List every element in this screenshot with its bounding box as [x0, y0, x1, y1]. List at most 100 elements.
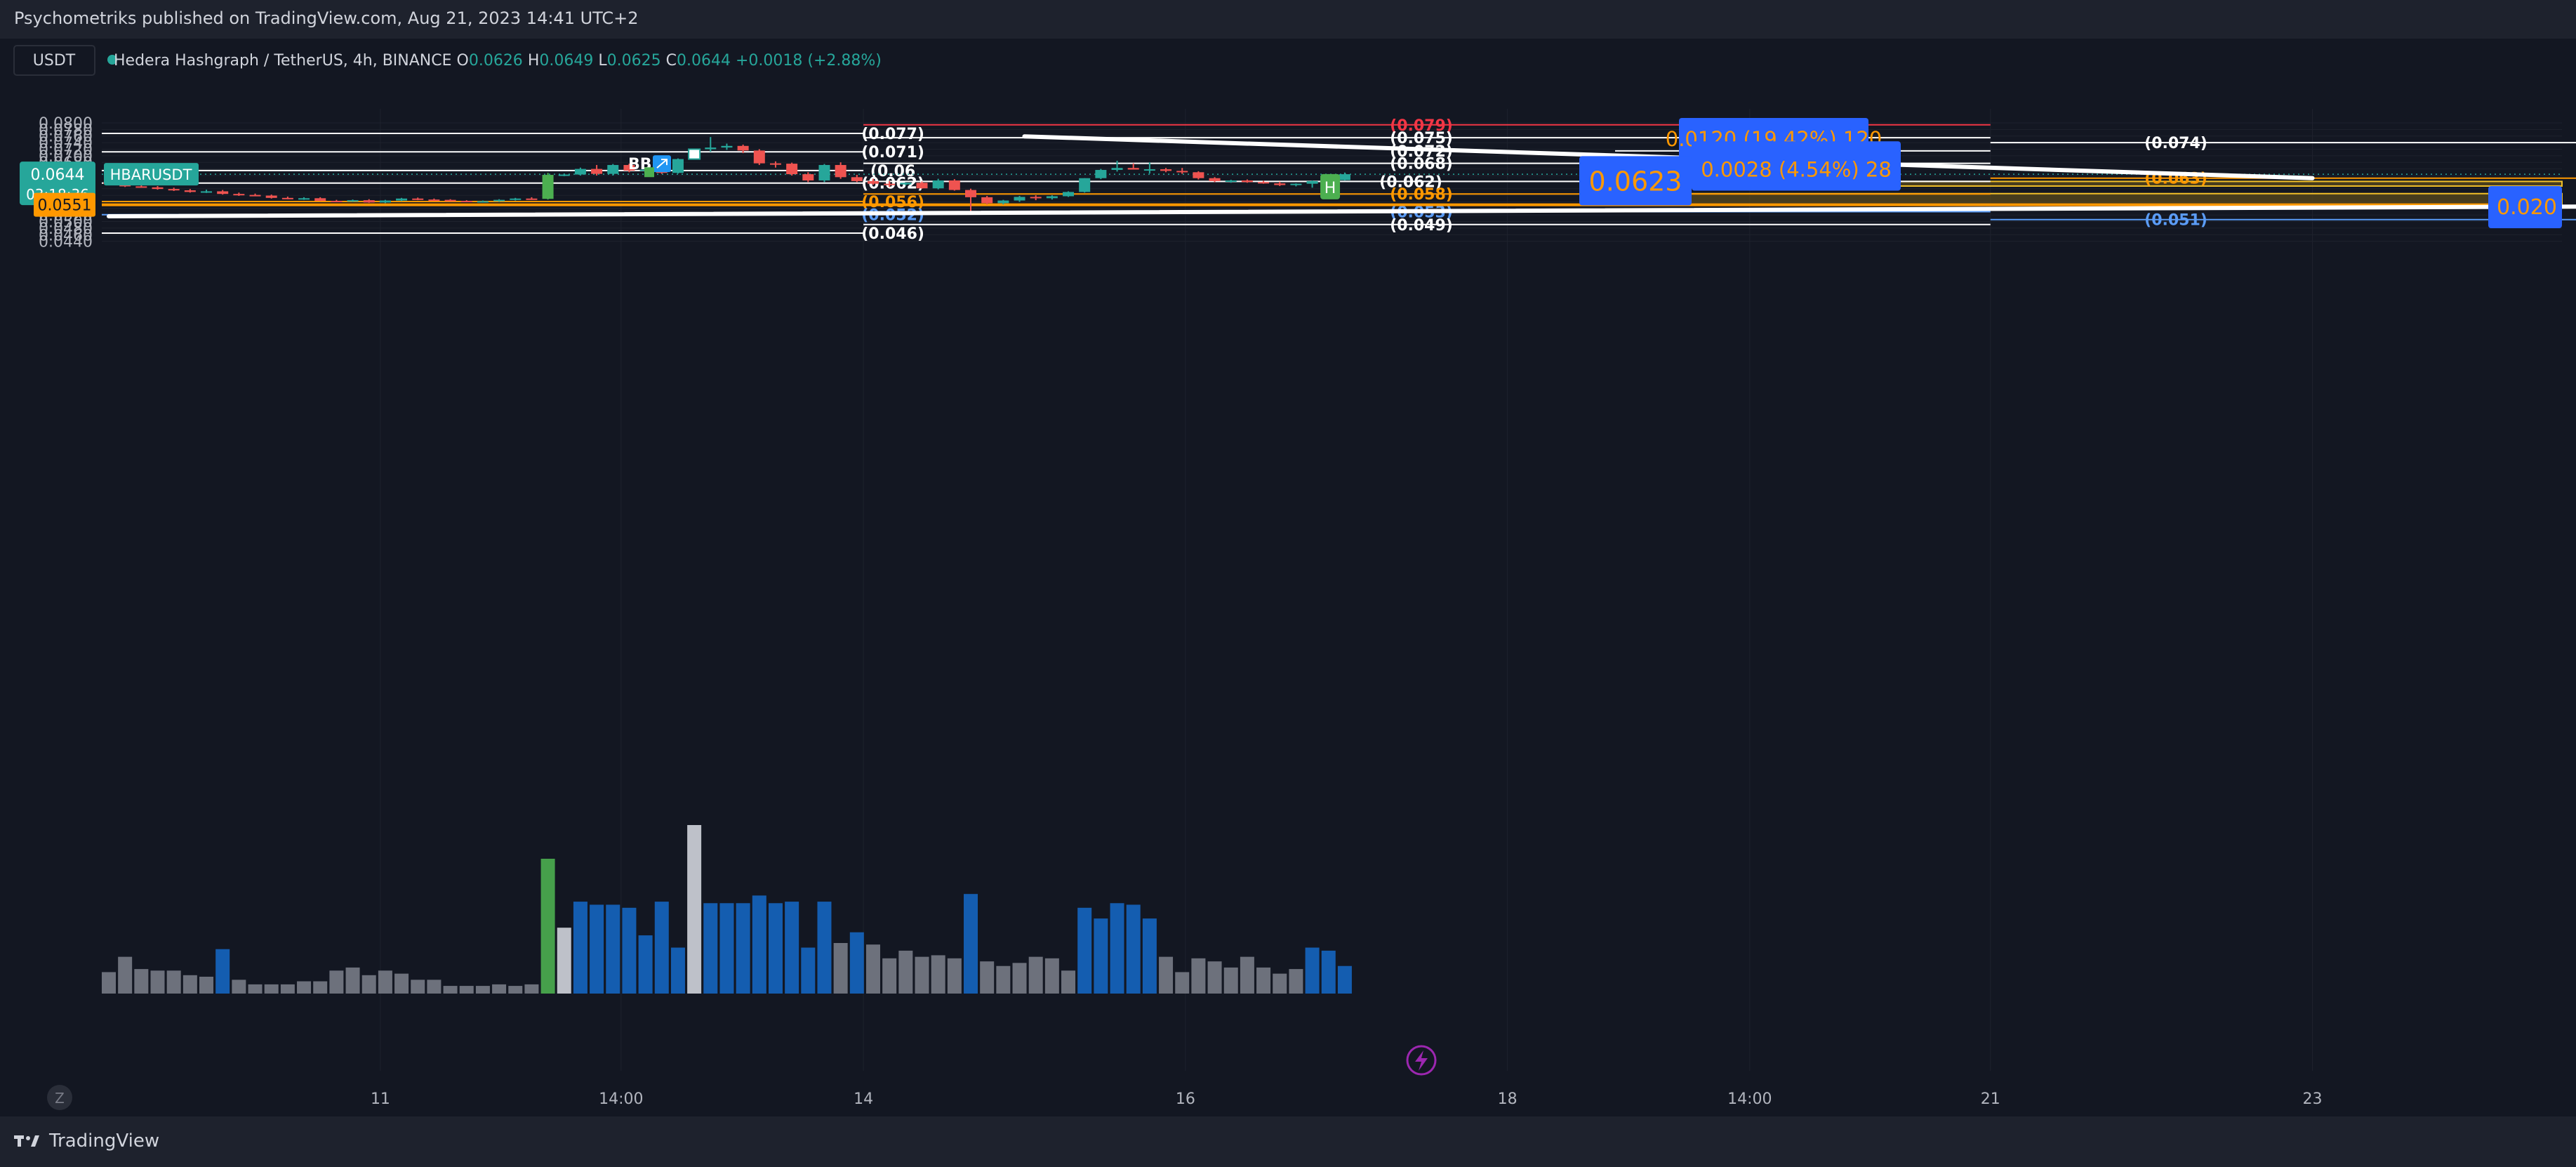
- candle-body: [379, 200, 391, 203]
- volume-bar: [557, 928, 571, 994]
- volume-bar: [345, 967, 360, 994]
- volume-bar: [118, 956, 133, 994]
- footer-bar: TradingView: [0, 1116, 2576, 1167]
- price-chart[interactable]: USDT Hedera Hashgraph / TetherUS, 4h, BIN…: [0, 39, 2576, 1116]
- candles: [103, 137, 1350, 213]
- y-tick-label: 0.0760: [39, 128, 93, 146]
- symbol-tag-bg: [104, 163, 199, 186]
- candle-body: [1079, 178, 1091, 192]
- candle-body: [542, 175, 554, 199]
- volume-bar: [1094, 918, 1108, 994]
- candle-body: [477, 201, 489, 203]
- h-marker[interactable]: H: [1320, 173, 1341, 199]
- volume-bar: [785, 902, 799, 994]
- candle-body: [591, 169, 603, 174]
- candle-body: [1209, 178, 1221, 181]
- bb-marker[interactable]: BB: [628, 155, 671, 173]
- candle-body: [835, 164, 847, 178]
- x-tick-label: 16: [1176, 1090, 1195, 1108]
- volume-bar: [1077, 907, 1092, 994]
- level-label: (0.079): [1390, 117, 1453, 135]
- volume-bar: [1207, 961, 1222, 994]
- volume-bar: [573, 902, 587, 994]
- currency-button[interactable]: [13, 45, 95, 76]
- y-tick-label: 0.0500: [39, 214, 93, 232]
- volume-bar: [378, 970, 392, 994]
- x-tick-label: 14:00: [1727, 1090, 1772, 1108]
- volume-bar: [1110, 903, 1124, 994]
- volume-bar: [931, 955, 945, 994]
- ohlc-part-7: C: [666, 52, 677, 70]
- candle-body: [1339, 174, 1350, 180]
- volume-bar: [1337, 965, 1352, 994]
- candle-body: [347, 200, 359, 202]
- ohlc-part-0: Hedera Hashgraph / TetherUS, 4h, BINANCE: [114, 52, 457, 70]
- alert-icon[interactable]: [1406, 1045, 1437, 1076]
- volume-bar: [134, 969, 149, 994]
- candle-body: [737, 145, 749, 151]
- volume-bar: [817, 902, 832, 994]
- volume-bar: [1321, 950, 1336, 994]
- x-tick-label: 21: [1981, 1090, 2000, 1108]
- volume-bar: [1142, 918, 1157, 994]
- trendline-1[interactable]: [107, 204, 2576, 219]
- volume-bar: [361, 975, 376, 994]
- volume-bar: [947, 958, 962, 994]
- candle-body: [217, 191, 229, 194]
- volume-bar: [670, 947, 685, 994]
- candle-body: [1127, 168, 1139, 170]
- volume-bar: [524, 984, 539, 994]
- candle-body: [623, 164, 635, 171]
- arrow-up-right-icon: [656, 159, 668, 169]
- candle-body: [1176, 171, 1188, 173]
- h-marker-bg: [1320, 173, 1341, 199]
- candle-body: [997, 200, 1009, 204]
- volume-bar: [1012, 963, 1027, 994]
- volume-bar: [703, 903, 718, 994]
- volume-bar: [964, 894, 978, 994]
- measure-label-2[interactable]: 0.0028 (4.54%) 28: [1692, 148, 1901, 191]
- currency-button-label[interactable]: USDT: [33, 52, 76, 70]
- ohlc-part-5: L: [598, 52, 607, 70]
- tradingview-logo[interactable]: TradingView: [14, 1130, 159, 1152]
- support-price-tag[interactable]: 0.0551: [34, 192, 95, 217]
- volume-bar: [1289, 969, 1303, 994]
- support-tag-label: 0.0551: [38, 197, 92, 215]
- candle-body: [314, 198, 326, 202]
- volume-bar: [687, 825, 702, 994]
- candle-body: [688, 148, 701, 160]
- volume-bar: [475, 986, 490, 994]
- ohlc-part-2: 0.0626: [469, 52, 528, 70]
- current-price-tag[interactable]: 0.0623: [1579, 156, 1692, 206]
- candle-body: [396, 198, 408, 201]
- volume-bar: [443, 986, 458, 994]
- candle-body: [932, 180, 944, 189]
- level-label: (0.056): [861, 194, 924, 211]
- candle-body: [1143, 169, 1155, 171]
- volume-bar: [1305, 947, 1320, 994]
- chart-area[interactable]: USDT Hedera Hashgraph / TetherUS, 4h, BIN…: [0, 39, 2576, 1116]
- edge-price-tag[interactable]: 0.020: [2488, 186, 2562, 228]
- candle-body: [1241, 180, 1253, 183]
- demand-zone-0[interactable]: [1677, 192, 2563, 206]
- candle-body: [526, 198, 538, 200]
- candle-body: [233, 194, 245, 196]
- symbol-tag-label: HBARUSDT: [110, 166, 192, 183]
- lightning-icon: [1406, 1045, 1437, 1076]
- x-tick-label: 14:00: [599, 1090, 643, 1108]
- candle-body: [331, 201, 343, 203]
- candle-body: [184, 190, 196, 192]
- candle-body: [672, 159, 684, 173]
- candle-body: [249, 194, 261, 197]
- volume-bar: [752, 895, 766, 994]
- level-label: (0.068): [1390, 156, 1453, 173]
- volume-bar: [622, 907, 637, 994]
- candle-body: [574, 169, 586, 175]
- candle-body: [363, 200, 375, 203]
- publisher-line: Psychometriks published on TradingView.c…: [14, 8, 639, 28]
- level-label: (0.051): [2144, 212, 2207, 230]
- edge-tag-text: 0.020: [2497, 195, 2557, 220]
- level-label: (0.06: [870, 163, 915, 180]
- timezone-button[interactable]: Z: [47, 1085, 72, 1110]
- ohlc-part-4: 0.0649: [539, 52, 598, 70]
